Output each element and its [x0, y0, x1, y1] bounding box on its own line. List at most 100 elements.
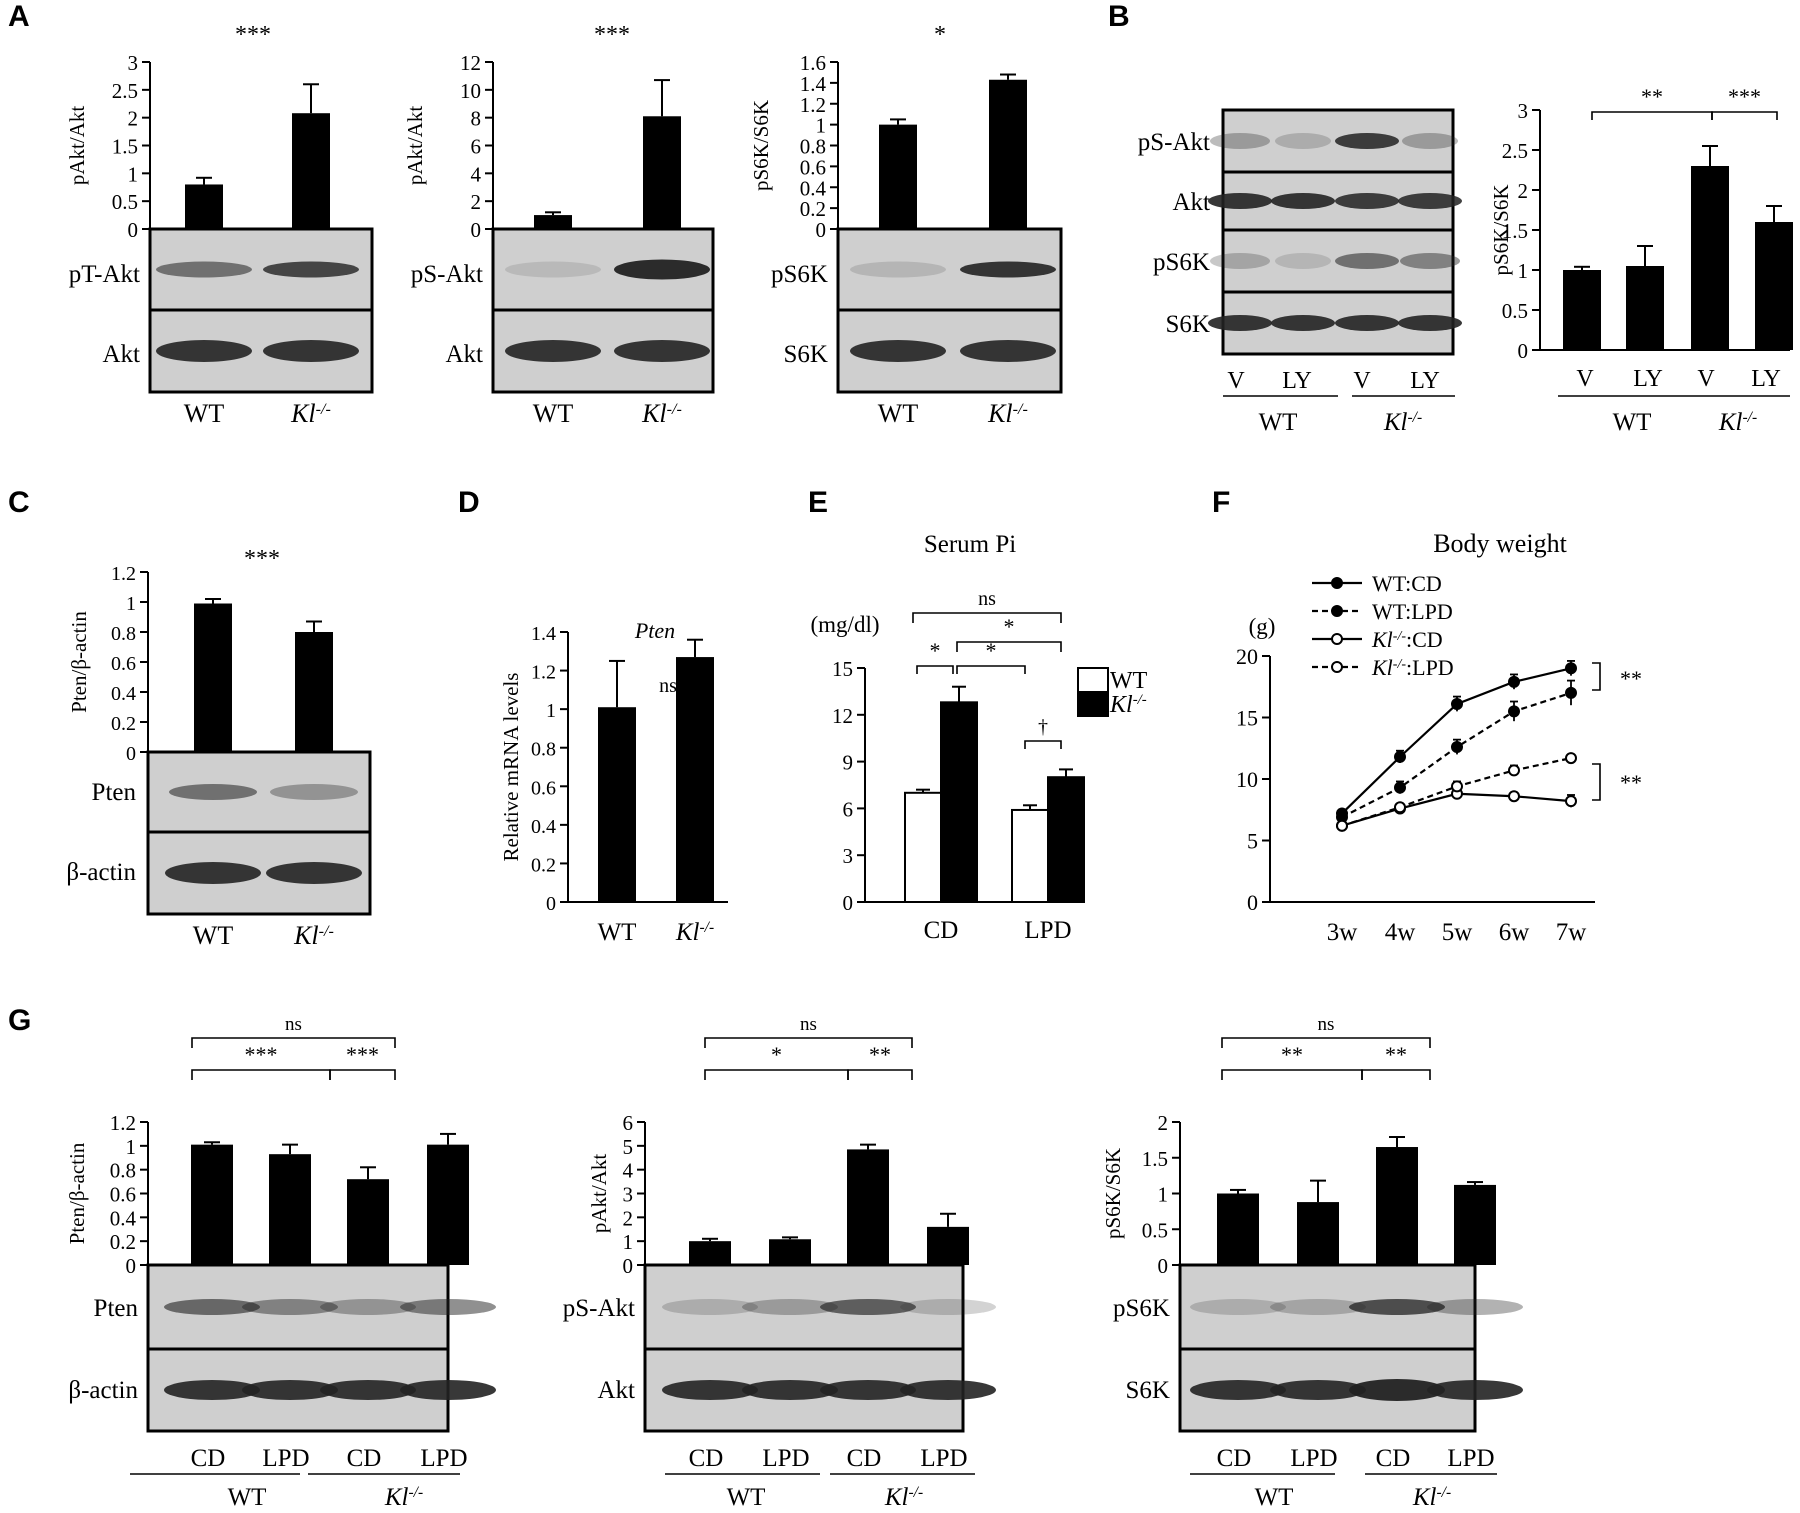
blot-band [1208, 315, 1272, 331]
lane-label: LY [1410, 368, 1440, 394]
blot-band [742, 1380, 838, 1400]
y-tick-label: 0 [1158, 1254, 1169, 1278]
group-label: WT [1259, 409, 1298, 436]
significance-label: ** [1620, 770, 1642, 795]
x-tick-label: 7w [1556, 919, 1587, 946]
significance-label: ns [285, 1014, 302, 1035]
y-tick-label: 0.2 [800, 197, 826, 221]
y-tick-label: 1.5 [1142, 1147, 1168, 1171]
blot-band [820, 1299, 916, 1315]
chart-layer [130, 61, 1793, 1475]
significance-label: ns [659, 675, 677, 697]
significance-label: ns [800, 1014, 817, 1035]
significance-bracket [329, 1069, 396, 1080]
data-point [1451, 780, 1463, 793]
group-label: Kl-/- [1412, 1484, 1451, 1512]
data-point [1451, 697, 1463, 710]
significance-bracket [916, 665, 954, 674]
y-axis-label: Relative mRNA levels [499, 673, 523, 862]
bar [1297, 1202, 1339, 1265]
blot-label: Akt [598, 1377, 636, 1404]
y-tick-label: 1.6 [800, 51, 826, 75]
blot-band [662, 1380, 758, 1400]
y-tick-label: 0.4 [531, 816, 556, 838]
panel-letter-A: A [8, 0, 30, 33]
y-tick-label: 1.2 [110, 1111, 136, 1135]
significance-label: ** [869, 1042, 891, 1067]
legend-marker [1331, 577, 1343, 589]
blot-band [1190, 1299, 1286, 1315]
y-tick-label: 2 [471, 190, 482, 214]
significance-label: ns [978, 588, 996, 610]
bar [1376, 1147, 1418, 1265]
significance-label: * [771, 1042, 782, 1067]
y-tick-label: 10 [1236, 767, 1258, 792]
bar [1691, 166, 1729, 350]
blot-band [960, 340, 1056, 362]
blot-label: Pten [94, 1295, 139, 1322]
bar [1563, 270, 1601, 350]
y-tick-label: 0.2 [531, 854, 556, 876]
y-tick-label: 0.8 [111, 623, 136, 645]
y-axis-label: pS6K/S6K [749, 100, 773, 191]
blot-label: Pten [92, 779, 137, 806]
y-tick-label: 1 [126, 1135, 137, 1159]
bar [904, 791, 942, 903]
bar [295, 632, 333, 752]
significance-bracket [191, 1037, 396, 1048]
lane-label: CD [347, 1445, 382, 1472]
blot-label: S6K [784, 341, 828, 368]
bar [1011, 808, 1049, 904]
y-tick-label: 1.5 [112, 135, 138, 159]
significance-label: * [986, 638, 997, 663]
significance-label: * [934, 22, 946, 48]
blot-band [242, 1380, 338, 1400]
y-tick-label: 1.2 [800, 93, 826, 117]
y-tick-label: 4 [623, 1159, 634, 1183]
lane-label: LPD [262, 1445, 309, 1472]
y-tick-label: 1.2 [531, 662, 556, 684]
bar [194, 603, 232, 752]
bar [643, 116, 681, 229]
y-tick-label: 0.8 [531, 739, 556, 761]
y-tick-label: 0.4 [111, 683, 136, 705]
panel-letter-C: C [8, 486, 30, 519]
blot-band [1270, 1299, 1366, 1315]
significance-label: *** [1728, 84, 1761, 109]
y-tick-label: 6 [471, 135, 482, 159]
text-layer: A BC D E FG00.511.522.53pAkt/Akt***pT-AktAkt… [8, 0, 1781, 1511]
blot-band [1400, 253, 1460, 269]
y-axis-label: pAkt/Akt [65, 106, 89, 186]
significance-bracket [191, 1069, 331, 1080]
y-tick-label: 1.2 [111, 563, 136, 585]
x-tick-label: 4w [1385, 919, 1416, 946]
x-category-label: Kl-/- [641, 399, 682, 428]
blot-band [1398, 193, 1462, 209]
blot-label: β-actin [68, 1377, 138, 1404]
lane-label: LY [1282, 368, 1312, 394]
y-tick-label: 0 [126, 743, 136, 765]
blot-band [242, 1299, 338, 1315]
blot-band [1275, 133, 1331, 149]
blot-band [1335, 193, 1399, 209]
lane-label: V [1353, 368, 1371, 394]
y-tick-label: 5 [1247, 829, 1258, 854]
y-tick-label: 2.5 [1502, 139, 1528, 163]
significance-label: *** [235, 22, 271, 48]
blot-band [156, 261, 252, 278]
y-axis-unit: (g) [1249, 614, 1276, 639]
significance-bracket [1361, 1069, 1431, 1080]
bar [676, 657, 714, 902]
y-tick-label: 0 [546, 893, 556, 915]
x-category-label: WT [598, 919, 637, 946]
y-tick-label: 0 [471, 218, 482, 242]
blot-band [1427, 1380, 1523, 1400]
chart-title: Serum Pi [924, 531, 1016, 558]
blot-band [1190, 1380, 1286, 1400]
y-tick-label: 5 [623, 1135, 634, 1159]
y-tick-label: 1 [1158, 1183, 1169, 1207]
blot-band [614, 259, 710, 280]
y-tick-label: 0.8 [110, 1159, 136, 1183]
y-tick-label: 0 [1518, 339, 1529, 363]
legend-swatch [1077, 667, 1109, 693]
